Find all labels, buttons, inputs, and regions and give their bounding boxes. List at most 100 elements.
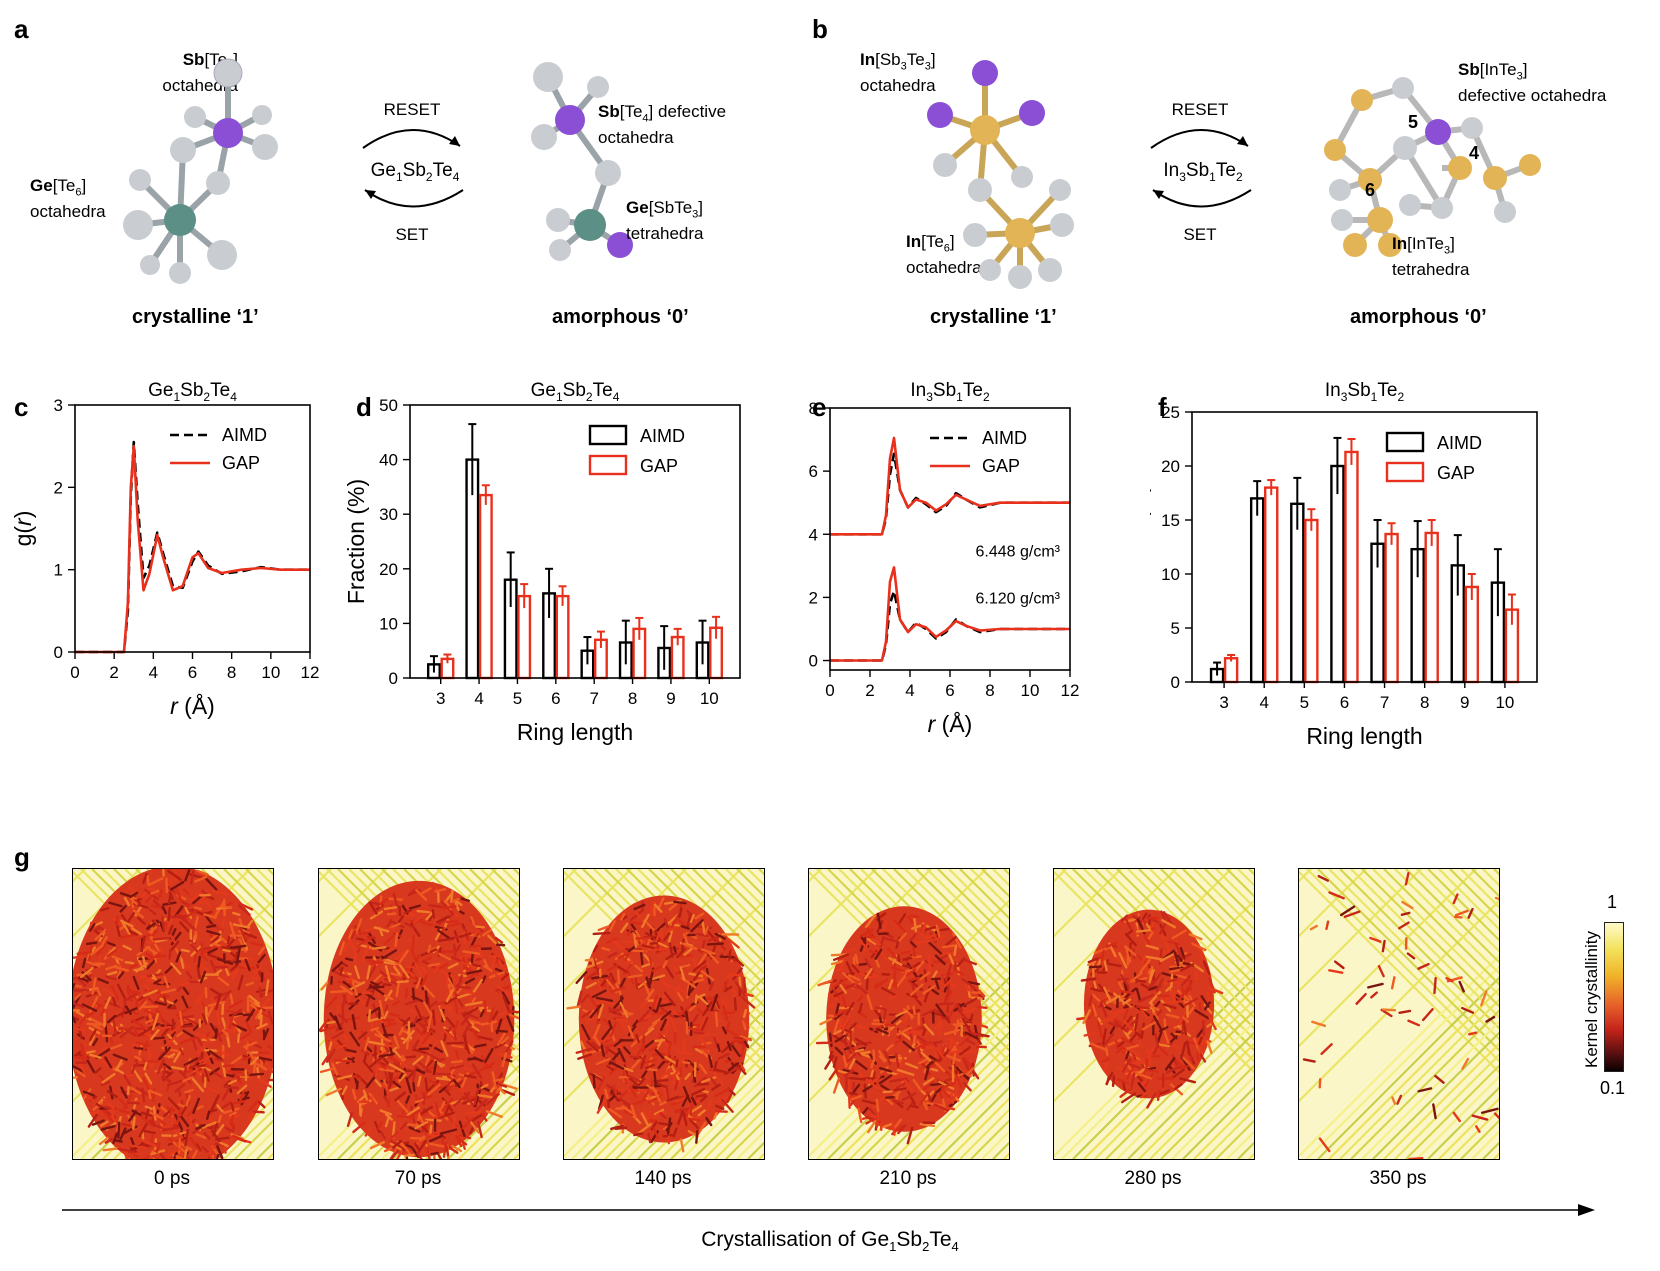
amorphous-bond: [892, 972, 898, 989]
amorphous-bond: [577, 1053, 593, 1060]
amorphous-bond: [660, 979, 672, 989]
amorphous-bond: [595, 1057, 611, 1066]
amorphous-bond: [93, 926, 103, 931]
amorphous-bond: [651, 1085, 662, 1103]
amorphous-bond: [177, 1137, 182, 1154]
amorphous-bond: [896, 1068, 915, 1076]
amorphous-bond: [473, 1088, 480, 1106]
amorphous-bond: [445, 987, 455, 1003]
amorphous-bond: [866, 937, 877, 945]
amorphous-bond: [210, 996, 218, 1006]
amorphous-bond: [635, 911, 642, 920]
y-axis-label: g(r): [10, 511, 36, 547]
amorphous-bond: [120, 1086, 128, 1099]
amorphous-bond: [673, 1031, 677, 1044]
amorphous-bond: [743, 976, 747, 995]
amorphous-bond: [148, 908, 157, 916]
lattice-bond: [1299, 954, 1499, 1158]
amorphous-bond: [667, 930, 673, 943]
amorphous-bond: [827, 1003, 837, 1008]
lattice-bond: [458, 1097, 519, 1159]
amorphous-bond: [645, 976, 651, 989]
amorphous-bond: [86, 960, 101, 968]
amorphous-bond: [352, 945, 358, 964]
amorphous-bond: [928, 1062, 939, 1069]
amorphous-bond: [94, 1067, 102, 1074]
amorphous-bond: [920, 922, 927, 937]
amorphous-bond: [863, 942, 869, 954]
amorphous-bond: [142, 1077, 151, 1091]
lattice-bond: [904, 1053, 1009, 1159]
amorphous-bond: [606, 937, 618, 944]
amorphous-bond: [435, 1076, 454, 1082]
amorphous-bond: [354, 965, 361, 980]
amorphous-bond: [140, 1141, 150, 1148]
amorphous-bond: [949, 1049, 963, 1055]
amorphous-bond: [977, 1023, 989, 1029]
amorphous-bond: [264, 979, 270, 997]
amorphous-bond: [389, 1086, 401, 1092]
amorphous-bond: [94, 929, 107, 941]
lattice-bond: [1306, 965, 1499, 1159]
amorphous-bond: [98, 1074, 109, 1085]
amorphous-bond: [112, 1132, 118, 1144]
amorphous-bond: [474, 929, 480, 938]
amorphous-bond: [257, 946, 266, 956]
amorphous-bond: [415, 977, 422, 989]
amorphous-bond: [1126, 929, 1134, 936]
amorphous-bond: [731, 1044, 741, 1058]
amorphous-bond: [132, 909, 144, 919]
amorphous-bond: [961, 977, 976, 990]
amorphous-bond: [1128, 1062, 1142, 1070]
amorphous-bond: [342, 994, 347, 1007]
chart-d-title-part: 2: [586, 390, 593, 404]
y-tick-label: 5: [1171, 619, 1180, 638]
amorphous-bond: [721, 1026, 728, 1035]
amorphous-bond: [1207, 986, 1224, 995]
amorphous-bond: [844, 982, 856, 990]
chart-d-title-part: 1: [556, 390, 563, 404]
amorphous-bond: [88, 1034, 96, 1046]
amorphous-bond: [186, 971, 193, 980]
amorphous-bond: [240, 963, 249, 969]
amorphous-bond: [1129, 1048, 1140, 1058]
amorphous-bond: [211, 942, 221, 947]
amorphous-bond: [360, 991, 373, 995]
amorphous-bond: [213, 969, 223, 976]
amorphous-bond: [73, 1026, 85, 1032]
amorphous-bond: [608, 1020, 613, 1030]
amorphous-bond: [1370, 991, 1378, 999]
amorphous-bond: [146, 972, 164, 978]
amorphous-bond: [415, 1027, 424, 1037]
amorphous-bond: [98, 1136, 109, 1146]
amorphous-bond: [1480, 1107, 1499, 1114]
x-tick-label: 0: [825, 681, 834, 700]
amorphous-bond: [659, 1018, 667, 1032]
amorphous-bond: [861, 1099, 877, 1105]
amorphous-bond: [1103, 986, 1112, 1002]
amorphous-bond: [934, 954, 946, 966]
amorphous-bond: [216, 1009, 221, 1026]
amorphous-bond: [386, 912, 397, 916]
amorphous-bond: [1101, 1028, 1107, 1045]
amorphous-bond: [856, 984, 868, 995]
panel-label-c: c: [14, 392, 29, 422]
sb-atom: [213, 118, 243, 148]
amorphous-bond: [258, 1051, 271, 1055]
amorphous-bond: [216, 1048, 229, 1057]
amorphous-bond: [912, 961, 921, 968]
amorphous-bond: [1119, 989, 1135, 995]
amorphous-bond: [711, 1083, 722, 1091]
amorphous-bond: [245, 981, 254, 987]
lattice-bond: [1339, 998, 1499, 1159]
amorphous-bond: [902, 964, 911, 969]
md-snapshot-2: [563, 868, 765, 1160]
lattice-bond: [1149, 869, 1254, 975]
amorphous-bond: [1194, 971, 1198, 981]
amorphous-bond: [695, 1129, 699, 1144]
amorphous-bond: [462, 930, 467, 944]
amorphous-bond: [379, 970, 388, 978]
amorphous-bond: [208, 1050, 223, 1061]
amorphous-bond: [428, 1044, 444, 1053]
amorphous-bond: [81, 954, 88, 969]
